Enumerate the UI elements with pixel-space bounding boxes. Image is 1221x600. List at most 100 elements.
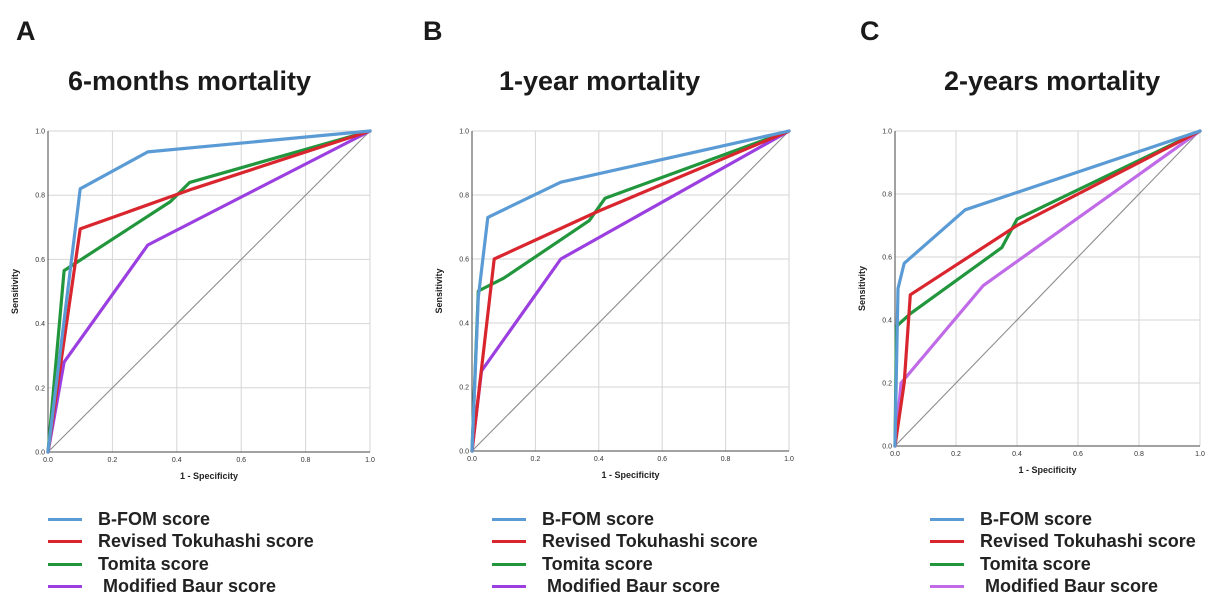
y-tick-label: 0.6: [459, 257, 469, 264]
legend-label: Tomita score: [542, 553, 653, 574]
x-axis-label: 1 - Specificity: [601, 470, 659, 480]
x-tick-label: 0.0: [890, 451, 900, 458]
x-tick-label: 0.4: [594, 456, 604, 463]
x-tick-label: 0.4: [1012, 451, 1022, 458]
chart-legend: B-FOM score Revised Tokuhashi score Tomita…: [492, 508, 758, 598]
chart-legend: B-FOM score Revised Tokuhashi score Tomita…: [930, 508, 1196, 598]
roc-chart-a: 0.0 0.2 0.4 0.6 0.8 1.0 0.0 0.2 0.4 0.6 0.8 1.0 1 - …: [10, 129, 375, 482]
legend-label: B-FOM score: [542, 508, 655, 529]
legend-label: Modified Baur score: [547, 576, 721, 597]
legend-label: Tomita score: [98, 553, 209, 574]
y-tick-label: 0.4: [459, 321, 469, 328]
y-tick-label: 0.2: [35, 385, 45, 392]
y-tick-label: 1.0: [882, 129, 892, 136]
x-axis-label: 1 - Specificity: [180, 471, 238, 481]
reference-diagonal-line: [894, 130, 1201, 447]
y-tick-label: 0.0: [459, 449, 469, 456]
x-tick-label: 0.8: [721, 456, 731, 463]
y-tick-label: 0.8: [35, 193, 45, 200]
legend-item: Modified Baur score: [492, 576, 758, 599]
x-tick-label: 1.0: [1195, 451, 1205, 458]
y-tick-label: 1.0: [35, 129, 45, 136]
panel-label: B: [423, 16, 443, 46]
legend-item: Tomita score: [930, 553, 1196, 576]
chart-panel-a: A 6-months mortality 0.0 0.2 0.4 0.6 0.8 1.0 0…: [0, 0, 400, 600]
y-tick-label: 0.4: [35, 321, 45, 328]
x-tick-label: 0.0: [467, 456, 477, 463]
roc-chart-c: 0.0 0.2 0.4 0.6 0.8 1.0 0.0 0.2 0.4 0.6 0.8 1.0 1 - …: [857, 129, 1205, 476]
reference-diagonal-line: [471, 130, 790, 452]
y-tick-label: 0.6: [35, 257, 45, 264]
legend-swatch: [48, 540, 82, 544]
y-axis-label: Sensitivity: [434, 268, 444, 313]
y-axis-label: Sensitivity: [857, 266, 867, 311]
legend-swatch: [48, 517, 82, 521]
legend-label: Revised Tokuhashi score: [542, 531, 758, 552]
y-tick-label: 0.6: [882, 255, 892, 262]
y-tick-label: 0.4: [882, 318, 892, 325]
y-tick-label: 0.2: [882, 381, 892, 388]
legend-swatch: [48, 562, 82, 566]
x-tick-label: 0.8: [1134, 451, 1144, 458]
legend-swatch: [930, 585, 964, 589]
legend-item: Modified Baur score: [48, 576, 314, 599]
legend-label: B-FOM score: [980, 508, 1093, 529]
legend-label: Modified Baur score: [103, 576, 277, 597]
series-line: [470, 129, 791, 453]
x-tick-label: 0.6: [236, 457, 246, 464]
legend-label: B-FOM score: [98, 508, 211, 529]
legend-swatch: [492, 540, 526, 544]
x-tick-label: 0.4: [172, 457, 182, 464]
legend-label: Revised Tokuhashi score: [98, 531, 314, 552]
series-line: [46, 129, 372, 454]
series-line: [893, 129, 1202, 448]
legend-label: Modified Baur score: [985, 576, 1159, 597]
chart-title: 6-months mortality: [68, 66, 312, 96]
panel-label: C: [860, 16, 880, 46]
y-tick-label: 0.0: [35, 450, 45, 457]
panel-label: A: [16, 16, 36, 46]
x-tick-label: 0.6: [657, 456, 667, 463]
chart-panel-c: C 2-years mortality 0.0 0.2 0.4 0.6 0.8 1.0 0.…: [814, 0, 1214, 600]
legend-swatch: [930, 562, 964, 566]
y-tick-label: 0.8: [459, 193, 469, 200]
legend-item: Revised Tokuhashi score: [930, 531, 1196, 554]
x-tick-label: 1.0: [784, 456, 794, 463]
legend-label: Revised Tokuhashi score: [980, 531, 1196, 552]
legend-item: Revised Tokuhashi score: [48, 531, 314, 554]
x-axis-label: 1 - Specificity: [1018, 465, 1076, 475]
series-line: [46, 129, 372, 454]
legend-item: B-FOM score: [930, 508, 1196, 531]
x-tick-label: 0.8: [301, 457, 311, 464]
legend-swatch: [48, 585, 82, 589]
legend-swatch: [930, 517, 964, 521]
legend-item: Tomita score: [492, 553, 758, 576]
legend-swatch: [930, 540, 964, 544]
y-tick-label: 0.8: [882, 192, 892, 199]
x-tick-label: 0.0: [43, 457, 53, 464]
x-tick-label: 0.6: [1073, 451, 1083, 458]
legend-swatch: [492, 562, 526, 566]
chart-legend: B-FOM score Revised Tokuhashi score Tomita…: [48, 508, 314, 598]
legend-item: B-FOM score: [48, 508, 314, 531]
reference-diagonal-line: [47, 130, 371, 453]
x-tick-label: 0.2: [531, 456, 541, 463]
series-line: [46, 129, 372, 454]
x-tick-label: 1.0: [365, 457, 375, 464]
y-axis-label: Sensitivity: [10, 269, 20, 314]
y-tick-label: 0.2: [459, 385, 469, 392]
legend-swatch: [492, 585, 526, 589]
x-tick-label: 0.2: [951, 451, 961, 458]
legend-item: Revised Tokuhashi score: [492, 531, 758, 554]
x-tick-label: 0.2: [108, 457, 118, 464]
legend-item: Tomita score: [48, 553, 314, 576]
legend-item: B-FOM score: [492, 508, 758, 531]
series-line: [893, 129, 1202, 448]
series-line: [470, 129, 791, 453]
y-tick-label: 0.0: [882, 444, 892, 451]
roc-chart-b: 0.0 0.2 0.4 0.6 0.8 1.0 0.0 0.2 0.4 0.6 0.8 1.0 1 - …: [434, 129, 794, 481]
legend-swatch: [492, 517, 526, 521]
chart-panel-b: B 1-year mortality 0.0 0.2 0.4 0.6 0.8 1.0 0.0…: [407, 0, 807, 600]
chart-title: 1-year mortality: [499, 66, 701, 96]
y-tick-label: 1.0: [459, 129, 469, 136]
